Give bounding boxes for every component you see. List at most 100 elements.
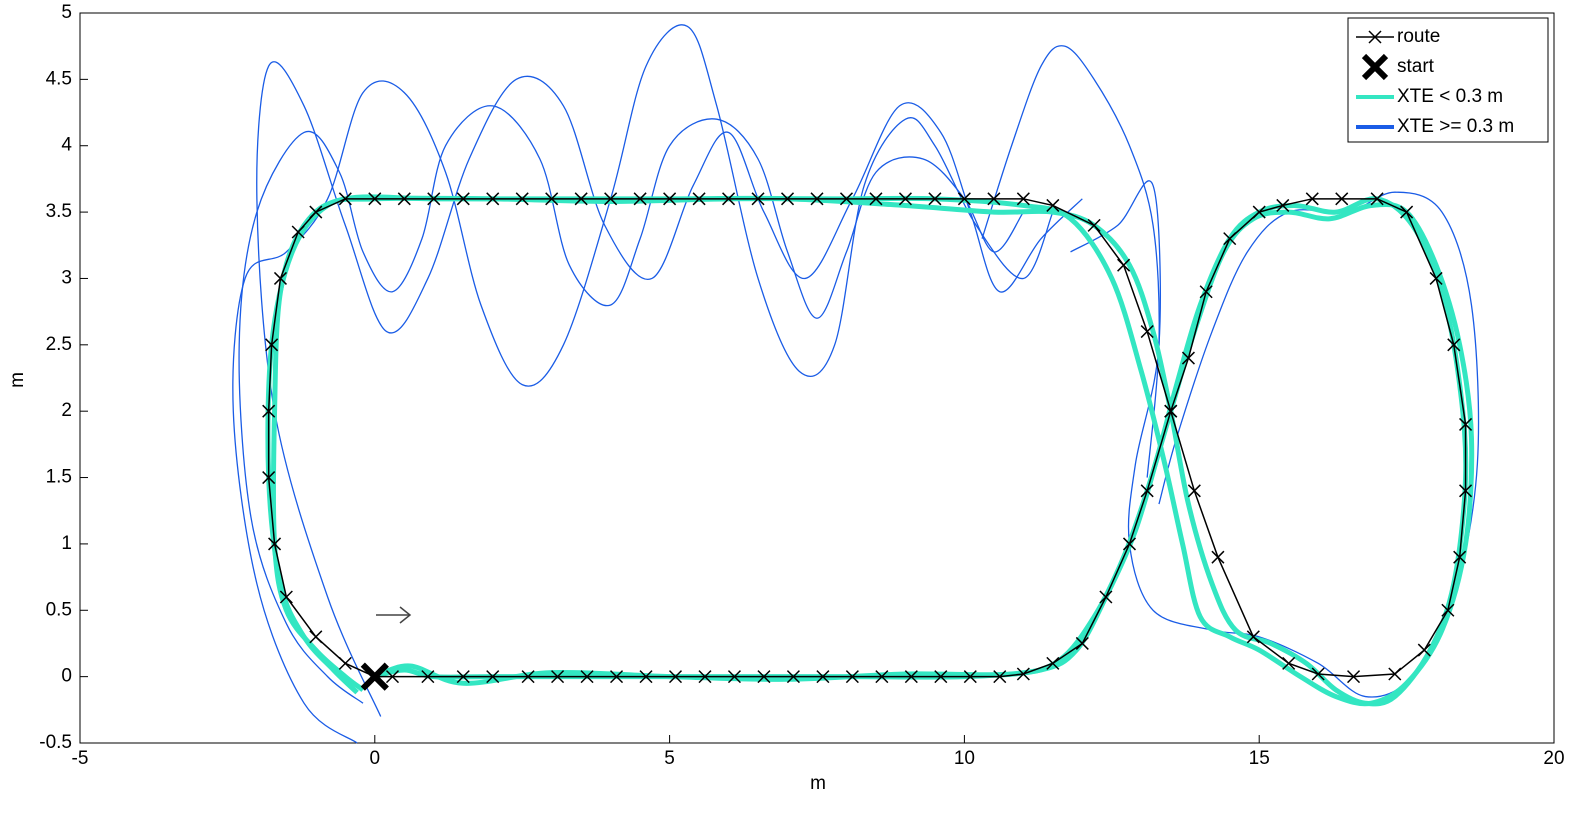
route-point (1087, 218, 1101, 232)
route-point (580, 670, 594, 684)
route-point (551, 670, 565, 684)
route-point (810, 192, 824, 206)
route-point (574, 192, 588, 206)
route-point (1400, 205, 1414, 219)
route-point (262, 404, 276, 418)
route-point (1282, 656, 1296, 670)
legend-label: XTE >= 0.3 m (1397, 116, 1514, 137)
route-point (1276, 198, 1290, 212)
plot-frame (79, 12, 1555, 744)
route-point (1140, 484, 1154, 498)
trajectory (256, 61, 1083, 717)
route-point (1117, 258, 1131, 272)
route-point (309, 205, 323, 219)
x-tick-label: 20 (1543, 748, 1564, 769)
route-point (1459, 417, 1473, 431)
y-tick-label: 1.5 (46, 467, 72, 488)
route-point (1046, 656, 1060, 670)
y-tick-label: 0.5 (46, 599, 72, 620)
y-tick-label: 1 (61, 533, 72, 554)
marks (232, 24, 1480, 744)
y-tick-label: 3 (61, 267, 72, 288)
route-point (668, 670, 683, 684)
route-point (265, 338, 279, 352)
y-tick-label: 5 (61, 2, 72, 23)
route-point (987, 192, 1001, 206)
route-point (1099, 590, 1113, 604)
route-point (1370, 192, 1384, 206)
route-point (1453, 550, 1467, 564)
route-point (515, 192, 529, 206)
route-point (486, 192, 500, 206)
route-point (786, 670, 800, 684)
route-point (1417, 643, 1431, 657)
legend-marker (1361, 53, 1389, 81)
legend-marker (1368, 30, 1382, 44)
route-point (1181, 351, 1195, 365)
route-point (1388, 667, 1402, 681)
direction-arrow (376, 606, 412, 624)
route-point (1305, 192, 1319, 206)
route-point (1459, 484, 1473, 498)
y-tick-label: 0 (61, 666, 72, 687)
y-tick-label: 4.5 (46, 68, 72, 89)
legend: route start XTE < 0.3 m XTE >= 0.3 m (1347, 17, 1549, 143)
route-point (633, 192, 647, 206)
legend-box (1347, 17, 1549, 143)
route-point (262, 471, 276, 485)
route-point (1441, 603, 1455, 617)
route-point (963, 670, 977, 684)
route-point (456, 670, 470, 684)
route-point (1246, 630, 1260, 644)
route-point (338, 656, 352, 670)
route-point (1335, 192, 1349, 206)
route-point (1046, 198, 1060, 212)
x-tick-label: 0 (370, 748, 381, 769)
route-point (397, 192, 411, 206)
x-tick-label: 5 (664, 748, 675, 769)
y-tick-label: 3.5 (46, 201, 72, 222)
route-point (273, 271, 287, 285)
route-point (727, 670, 741, 684)
route-point (1252, 205, 1266, 219)
route-point (663, 192, 677, 206)
route-point (898, 192, 912, 206)
route-point (780, 192, 795, 206)
trajectory (238, 105, 1024, 704)
trajectory (232, 24, 1054, 744)
route-point (521, 670, 535, 684)
route-point (604, 192, 618, 206)
route-point (268, 537, 282, 551)
x-tick-label: 15 (1249, 748, 1270, 769)
route-point (545, 192, 559, 206)
route-line (267, 198, 1467, 678)
start-point (360, 662, 389, 691)
route-point (692, 192, 706, 206)
route-point (722, 192, 736, 206)
route-point (427, 192, 441, 206)
route-point (338, 192, 352, 206)
legend-label: route (1397, 26, 1440, 47)
route-point (1199, 285, 1213, 299)
route-point (368, 192, 382, 206)
route-point (486, 670, 500, 684)
route-point (845, 670, 859, 684)
route-point (698, 670, 712, 684)
route-point (1140, 325, 1154, 339)
route-point (421, 670, 435, 684)
route-point (993, 670, 1007, 684)
trajectory (981, 45, 1160, 478)
route-point (279, 590, 293, 604)
route-point (928, 192, 942, 206)
legend-label: start (1397, 56, 1435, 77)
route-point (875, 670, 889, 684)
route-point (291, 225, 305, 239)
route-point (1016, 192, 1030, 206)
route-point (1075, 636, 1089, 650)
route-point (869, 192, 883, 206)
route-point (1211, 550, 1225, 564)
y-axis-label: m (7, 372, 28, 388)
x-tick-label: 10 (954, 748, 975, 769)
x-tick-label: -5 (72, 748, 89, 769)
